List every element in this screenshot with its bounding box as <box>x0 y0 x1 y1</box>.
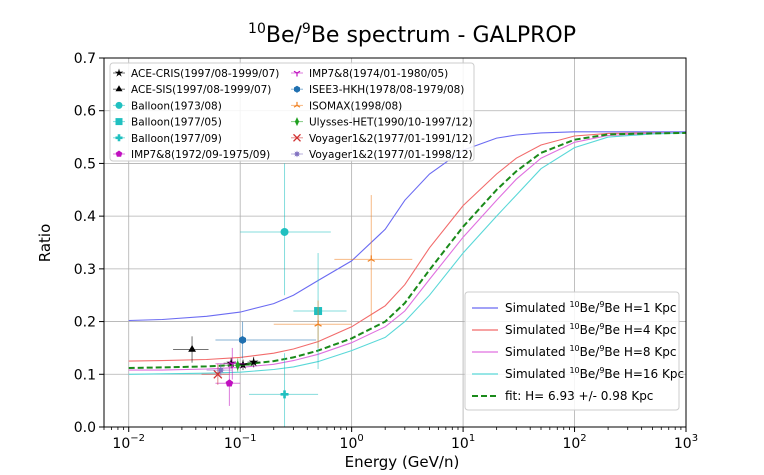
legend-label-balloon-1977-09: Balloon(1977/09) <box>131 133 222 145</box>
series-line-simulated-10be-9be-h-1-kpc <box>128 131 686 322</box>
legend-label-imp7-8-1972-09-1975-09: IMP7&8(1972/09-1975/09) <box>131 149 270 161</box>
legend-label-voyager1-2-1977-01-1998-12: Voyager1&2(1977/01-1998/12) <box>309 149 473 161</box>
x-tick-label: 101 <box>451 433 475 452</box>
x-tick-label: 100 <box>340 433 364 452</box>
data-point-balloon-1973-08 <box>280 227 289 236</box>
legend-marker-isomax-1998-08 <box>293 101 301 108</box>
legend-label-ace-sis-1997-08-1999-07: ACE-SIS(1997/08-1999/07) <box>131 84 271 96</box>
data-point-ace-sis-1997-08-1999-07 <box>188 345 196 352</box>
y-tick-label: 0.6 <box>74 104 96 120</box>
series-line-simulated-10be-9be-h-8-kpc <box>128 132 687 371</box>
legend-label-isomax-1998-08: ISOMAX(1998/08) <box>309 100 402 112</box>
legend-marker-isee3-hkh-1978-08-1979-08 <box>294 85 300 93</box>
y-tick-label: 0.4 <box>74 209 96 225</box>
x-tick-label: 10−2 <box>112 433 145 452</box>
y-tick-label: 0.3 <box>74 262 96 278</box>
legend-datasets: ACE-CRIS(1997/08-1999/07) ACE-SIS(1997/08… <box>109 62 475 162</box>
data-point-isomax-1998-08 <box>367 255 376 262</box>
ticks-layer: 10−2 10−1 100 101 102 103 0.0 0.1 0.2 0.3 0.4 0.5 0.… <box>74 51 698 452</box>
legend-marker-ace-cris-1997-08-1999-07 <box>114 68 124 77</box>
series-line-simulated-10be-9be-h-4-kpc <box>128 132 686 362</box>
x-axis-label: Energy (GeV/n) <box>345 453 460 471</box>
legend-label-isee3-hkh-1978-08-1979-08: ISEE3-HKH(1978/08-1979/08) <box>309 84 464 96</box>
legend-marker-ulysses-het-1990-10-1997-12 <box>294 117 300 127</box>
y-tick-label: 0.5 <box>74 156 96 172</box>
y-tick-label: 0.7 <box>74 51 96 67</box>
legend-label-simulated-10be-9be-h-8-kpc: Simulated 10Be/9Be H=8 Kpc <box>505 344 676 359</box>
legend-label-simulated-10be-9be-h-4-kpc: Simulated 10Be/9Be H=4 Kpc <box>505 322 676 337</box>
y-tick-label: 0.0 <box>74 420 96 436</box>
legend-datasets-box <box>109 62 475 162</box>
legend-marker-imp7-8-1974-01-1980-05 <box>293 70 301 77</box>
legend-marker-imp7-8-1972-09-1975-09 <box>115 150 123 157</box>
y-tick-label: 0.1 <box>74 367 96 383</box>
legend-label-voyager1-2-1977-01-1991-12: Voyager1&2(1977/01-1991/12) <box>309 133 473 145</box>
legend-label-ulysses-het-1990-10-1997-12: Ulysses-HET(1990/10-1997/12) <box>309 117 473 129</box>
legend-simulations: Simulated 10Be/9Be H=1 Kpc Simulated 10Be… <box>464 291 684 411</box>
data-point-isee3-hkh-1978-08-1979-08 <box>239 336 246 344</box>
series-line-simulated-10be-9be-h-16-kpc <box>128 132 687 375</box>
data-point-ulysses-het-1990-10-1997-12 <box>235 360 241 371</box>
legend-marker-ace-sis-1997-08-1999-07 <box>115 85 123 92</box>
legend-label-imp7-8-1974-01-1980-05: IMP7&8(1974/01-1980/05) <box>309 68 448 80</box>
legend-marker-balloon-1977-05 <box>115 118 123 126</box>
data-point-imp7-8-1972-09-1975-09 <box>225 379 234 387</box>
x-tick-label: 10−1 <box>224 433 257 452</box>
legend-marker-balloon-1973-08 <box>115 101 123 109</box>
x-tick-label: 103 <box>674 433 698 452</box>
points-layer <box>173 163 413 427</box>
legend-label-simulated-10be-9be-h-1-kpc: Simulated 10Be/9Be H=1 Kpc <box>505 300 676 315</box>
legend-label-balloon-1977-05: Balloon(1977/05) <box>131 117 222 129</box>
data-point-voyager1-2-1977-01-1998-12 <box>216 366 225 375</box>
data-point-ace-cris-1997-08-1999-07 <box>248 357 259 367</box>
legend-marker-balloon-1977-09 <box>115 134 123 142</box>
legend-label-simulated-10be-9be-h-16-kpc: Simulated 10Be/9Be H=16 Kpc <box>505 366 684 381</box>
data-point-isomax-1998-08 <box>314 320 322 327</box>
legend-label-balloon-1973-08: Balloon(1973/08) <box>131 100 222 112</box>
legend-label-fit-h-6-93-0-98-kpc: fit: H= 6.93 +/- 0.98 Kpc <box>505 389 653 403</box>
x-tick-label: 102 <box>562 433 586 452</box>
data-point-balloon-1977-09 <box>280 390 289 399</box>
legend-simulations-box <box>464 291 680 411</box>
y-axis-label: Ratio <box>36 224 54 263</box>
legend-marker-voyager1-2-1977-01-1991-12 <box>293 133 301 142</box>
legend-label-ace-cris-1997-08-1999-07: ACE-CRIS(1997/08-1999/07) <box>131 68 279 80</box>
chart-title: 10Be/9Be spectrum - GALPROP <box>248 21 576 48</box>
legend-marker-voyager1-2-1977-01-1998-12 <box>293 150 301 158</box>
plot-frame <box>103 57 687 428</box>
y-tick-label: 0.2 <box>74 315 96 331</box>
data-point-ace-cris-1997-08-1999-07 <box>238 359 248 369</box>
